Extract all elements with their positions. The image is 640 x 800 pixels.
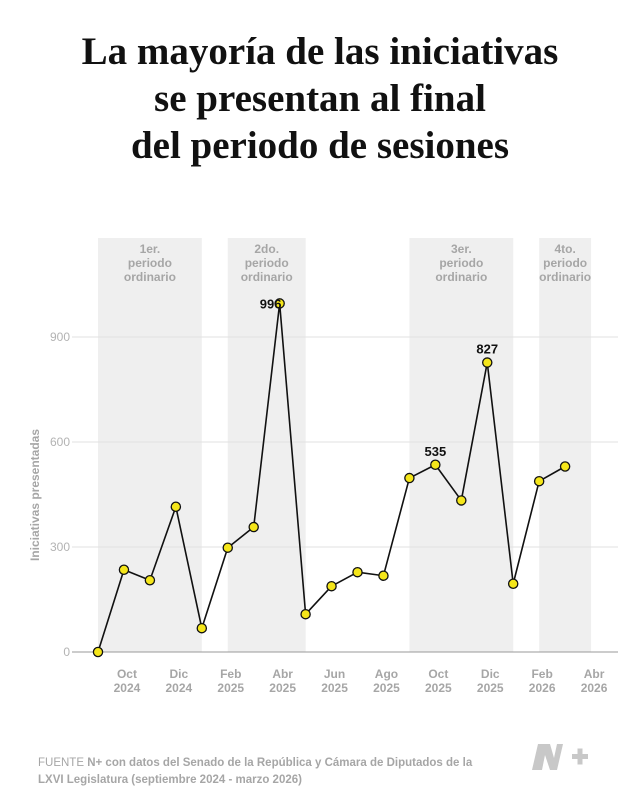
x-tick-label-7-month: Oct: [428, 667, 448, 681]
data-point-2026-03: [559, 461, 571, 472]
period-label-1-line-1: 1er.: [140, 242, 161, 256]
period-label-4-line-3: ordinario: [539, 270, 591, 284]
x-tick-label-6-year: 2025: [373, 681, 400, 695]
x-tick-label-2-month: Dic: [170, 667, 189, 681]
x-tick-label-5-month: Jun: [324, 667, 345, 681]
title-line-3: del periodo de sesiones: [130, 124, 510, 167]
grid-lines: [72, 336, 618, 653]
period-label-3-line-3: ordinario: [435, 270, 487, 284]
data-point-2025-07: [352, 566, 363, 578]
data-point-2026-02: [533, 475, 545, 487]
period-label-3-line-2: periodo: [439, 256, 483, 270]
x-tick-label-1-month: Oct: [117, 667, 137, 681]
period-label-3-line-1: 3er.: [451, 242, 472, 256]
period-label-1-line-3: ordinario: [124, 270, 176, 284]
data-point-2025-03: [248, 521, 259, 533]
data-point-2024-11: [144, 575, 156, 586]
source-lead: FUENTE: [38, 757, 84, 769]
data-point-2025-01: [196, 622, 208, 634]
data-point-2025-06: [326, 580, 337, 592]
data-point-2025-09: [404, 472, 415, 484]
x-axis: Oct2024Dic2024Feb2025Abr2025Jun2025Ago20…: [114, 667, 608, 695]
n-plus-logo-icon: [532, 744, 588, 770]
x-tick-label-6-month: Ago: [375, 667, 398, 681]
x-tick-label-4-year: 2025: [269, 681, 296, 695]
data-point-2025-11: [456, 495, 467, 506]
data-point-2025-05: [300, 608, 311, 620]
period-band-2: [227, 238, 306, 652]
x-tick-label-8-month: Dic: [481, 667, 500, 681]
data-point-2026-01: [507, 578, 519, 590]
data-label-996: 996: [260, 296, 282, 311]
x-tick-label-7-year: 2025: [425, 681, 452, 695]
period-label-2-line-3: ordinario: [241, 270, 293, 284]
x-tick-label-3-month: Feb: [220, 667, 241, 681]
x-tick-label-10-month: Abr: [584, 667, 605, 681]
title-line-2: se presentan al final: [154, 77, 486, 120]
period-band-4: [539, 238, 592, 652]
period-label-1-line-2: periodo: [128, 256, 172, 270]
data-label-827: 827: [476, 342, 498, 357]
period-label-2-line-1: 2do.: [254, 242, 279, 256]
y-tick-label-300: 300: [50, 540, 70, 554]
data-point-2024-09: [92, 646, 104, 658]
data-point-2024-10: [118, 564, 130, 576]
x-tick-label-9-month: Feb: [531, 667, 552, 681]
data-point-2025-02: [222, 542, 233, 553]
data-label-535: 535: [424, 444, 446, 459]
data-point-2025-12: [481, 357, 493, 368]
period-label-4-line-1: 4to.: [554, 242, 575, 256]
line-chart: 1er.periodoordinario2do.periodoordinario…: [28, 238, 618, 695]
data-points: [92, 298, 571, 658]
data-labels: 996 535 827: [260, 296, 498, 458]
y-tick-label-0: 0: [63, 645, 70, 659]
y-axis: 0 300 600 900 Iniciativas presentadas: [28, 330, 70, 659]
source-text: N+ con datos del Senado de la República …: [38, 757, 473, 786]
x-tick-label-4-month: Abr: [272, 667, 293, 681]
period-band-3: [409, 238, 514, 652]
y-tick-label-600: 600: [50, 435, 70, 449]
chart-title: La mayoría de las iniciativas se present…: [20, 28, 620, 169]
x-tick-label-5-year: 2025: [321, 681, 348, 695]
title-line-1: La mayoría de las iniciativas: [81, 30, 559, 73]
period-bands: 1er.periodoordinario2do.periodoordinario…: [98, 238, 591, 652]
period-band-1: [98, 238, 202, 652]
x-tick-label-2-year: 2024: [165, 681, 192, 695]
period-label-4-line-2: periodo: [543, 256, 587, 270]
data-point-2025-04: [274, 298, 285, 309]
period-label-2-line-2: periodo: [245, 256, 289, 270]
data-point-2024-12: [170, 501, 182, 512]
x-tick-label-10-year: 2026: [581, 681, 608, 695]
y-tick-label-900: 900: [50, 330, 70, 344]
y-axis-label: Iniciativas presentadas: [28, 429, 42, 561]
x-tick-label-8-year: 2025: [477, 681, 504, 695]
x-tick-label-3-year: 2025: [217, 681, 244, 695]
x-tick-label-1-year: 2024: [114, 681, 141, 695]
source-note: FUENTE N+ con datos del Senado de la Rep…: [38, 755, 498, 789]
x-tick-label-9-year: 2026: [529, 681, 556, 695]
data-point-2025-08: [378, 570, 389, 581]
data-point-2025-10: [430, 459, 441, 470]
